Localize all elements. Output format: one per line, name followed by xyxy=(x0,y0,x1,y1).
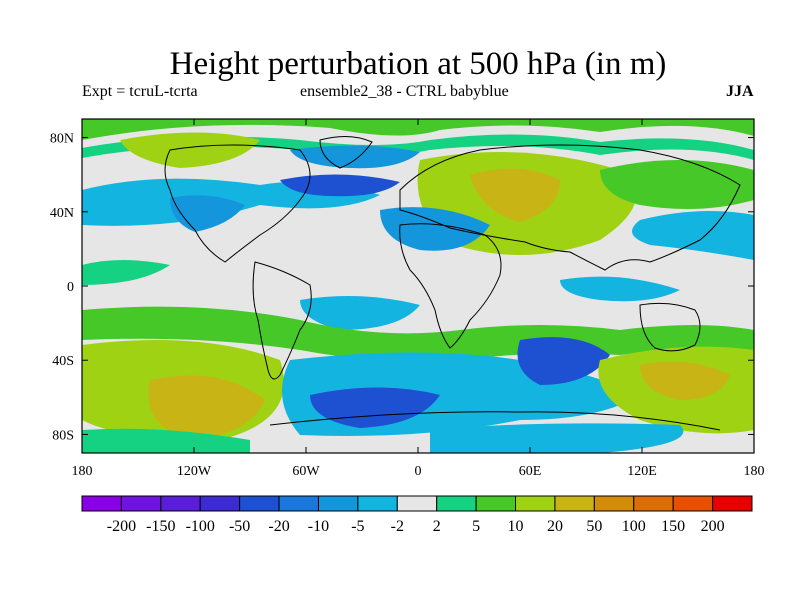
x-tick-label: 0 xyxy=(415,464,422,479)
colorbar-swatch xyxy=(712,495,753,512)
x-tick-label: 120E xyxy=(627,464,657,479)
colorbar-label: -5 xyxy=(351,518,364,535)
colorbar-swatch xyxy=(199,495,241,512)
colorbar-label: -150 xyxy=(146,518,175,535)
north-pacific-green xyxy=(120,132,260,168)
colorbar-label: -10 xyxy=(308,518,329,535)
colorbar-label: 20 xyxy=(547,518,563,535)
colorbar-swatch xyxy=(593,495,635,512)
x-tick-label: 60E xyxy=(519,464,542,479)
coastline-australia xyxy=(639,302,701,352)
mid-atlantic-blue xyxy=(380,207,490,251)
australia-south-core xyxy=(640,361,730,400)
coastline-africa xyxy=(399,223,502,349)
colorbar-label: 5 xyxy=(472,518,480,535)
east-asia-blue xyxy=(632,211,754,260)
tropical-blue-patch xyxy=(300,296,420,330)
indian-blue-patch xyxy=(560,276,680,302)
anomaly-field xyxy=(82,119,754,453)
x-tick-label: 120W xyxy=(177,464,212,479)
south-pacific-orange xyxy=(148,375,265,440)
colorbar-swatch xyxy=(239,495,280,512)
pacific-teal-strip xyxy=(82,260,170,285)
ensemble-label: ensemble2_38 - CTRL babyblue xyxy=(300,83,509,100)
colorbar-swatch xyxy=(436,495,477,512)
season-label: JJA xyxy=(726,83,754,100)
colorbar-swatch xyxy=(554,495,595,512)
experiment-label: Expt = tcruL-tcrta xyxy=(82,83,198,100)
south-indian-dark-blue xyxy=(517,337,610,385)
colorbar-swatch xyxy=(633,495,674,512)
colorbar-label: 50 xyxy=(586,518,602,535)
colorbar-swatch xyxy=(278,495,319,512)
colorbar-label: 200 xyxy=(701,518,725,535)
coastline-antarctica xyxy=(269,411,721,431)
arctic-green-band xyxy=(82,119,754,140)
colorbar-label: -100 xyxy=(186,518,215,535)
coastline-north-america xyxy=(164,144,311,263)
colorbar-label: 2 xyxy=(433,518,441,535)
y-tick-label: 80N xyxy=(50,132,74,147)
colorbar-label: -2 xyxy=(391,518,404,535)
colorbar-swatch xyxy=(357,495,398,512)
eurasia-core xyxy=(470,168,560,222)
coastline-greenland xyxy=(319,136,373,169)
antarctic-teal-east xyxy=(430,423,684,453)
antarctic-coast-green xyxy=(82,428,250,453)
coastlines xyxy=(164,136,741,431)
colorbar-swatch xyxy=(81,495,122,512)
x-tick-label: 180 xyxy=(72,464,93,479)
colorbar-swatch xyxy=(475,495,517,512)
colorbar-swatch xyxy=(396,495,438,512)
colorbar-label: 10 xyxy=(508,518,524,535)
map-title: Height perturbation at 500 hPa (in m) xyxy=(169,46,667,82)
colorbar-swatch xyxy=(317,495,359,512)
colorbar-swatch xyxy=(515,495,556,512)
colorbar-swatch xyxy=(120,495,162,512)
colorbar-label: -20 xyxy=(268,518,289,535)
colorbar-swatch xyxy=(672,495,714,512)
coastline-south-america xyxy=(252,261,312,380)
coastline-eurasia xyxy=(399,144,741,271)
colorbar: -200 -150 -100 -50 -20 -10 -5 -2 2 5 10 20 50 100 150 2… xyxy=(81,495,753,535)
colorbar-label: -200 xyxy=(107,518,136,535)
axis-ticks: 180 120W 60W 0 60E 120E 180 80N 40N 0 40S 80S xyxy=(50,119,765,479)
colorbar-label: 150 xyxy=(661,518,685,535)
colorbar-label: 100 xyxy=(622,518,646,535)
y-tick-label: 40S xyxy=(52,354,74,369)
y-tick-label: 80S xyxy=(52,428,74,443)
x-tick-label: 180 xyxy=(744,464,765,479)
colorbar-label: -50 xyxy=(229,518,250,535)
y-tick-label: 40N xyxy=(50,206,74,221)
x-tick-label: 60W xyxy=(292,464,320,479)
colorbar-swatch xyxy=(160,495,201,512)
y-tick-label: 0 xyxy=(67,280,74,295)
